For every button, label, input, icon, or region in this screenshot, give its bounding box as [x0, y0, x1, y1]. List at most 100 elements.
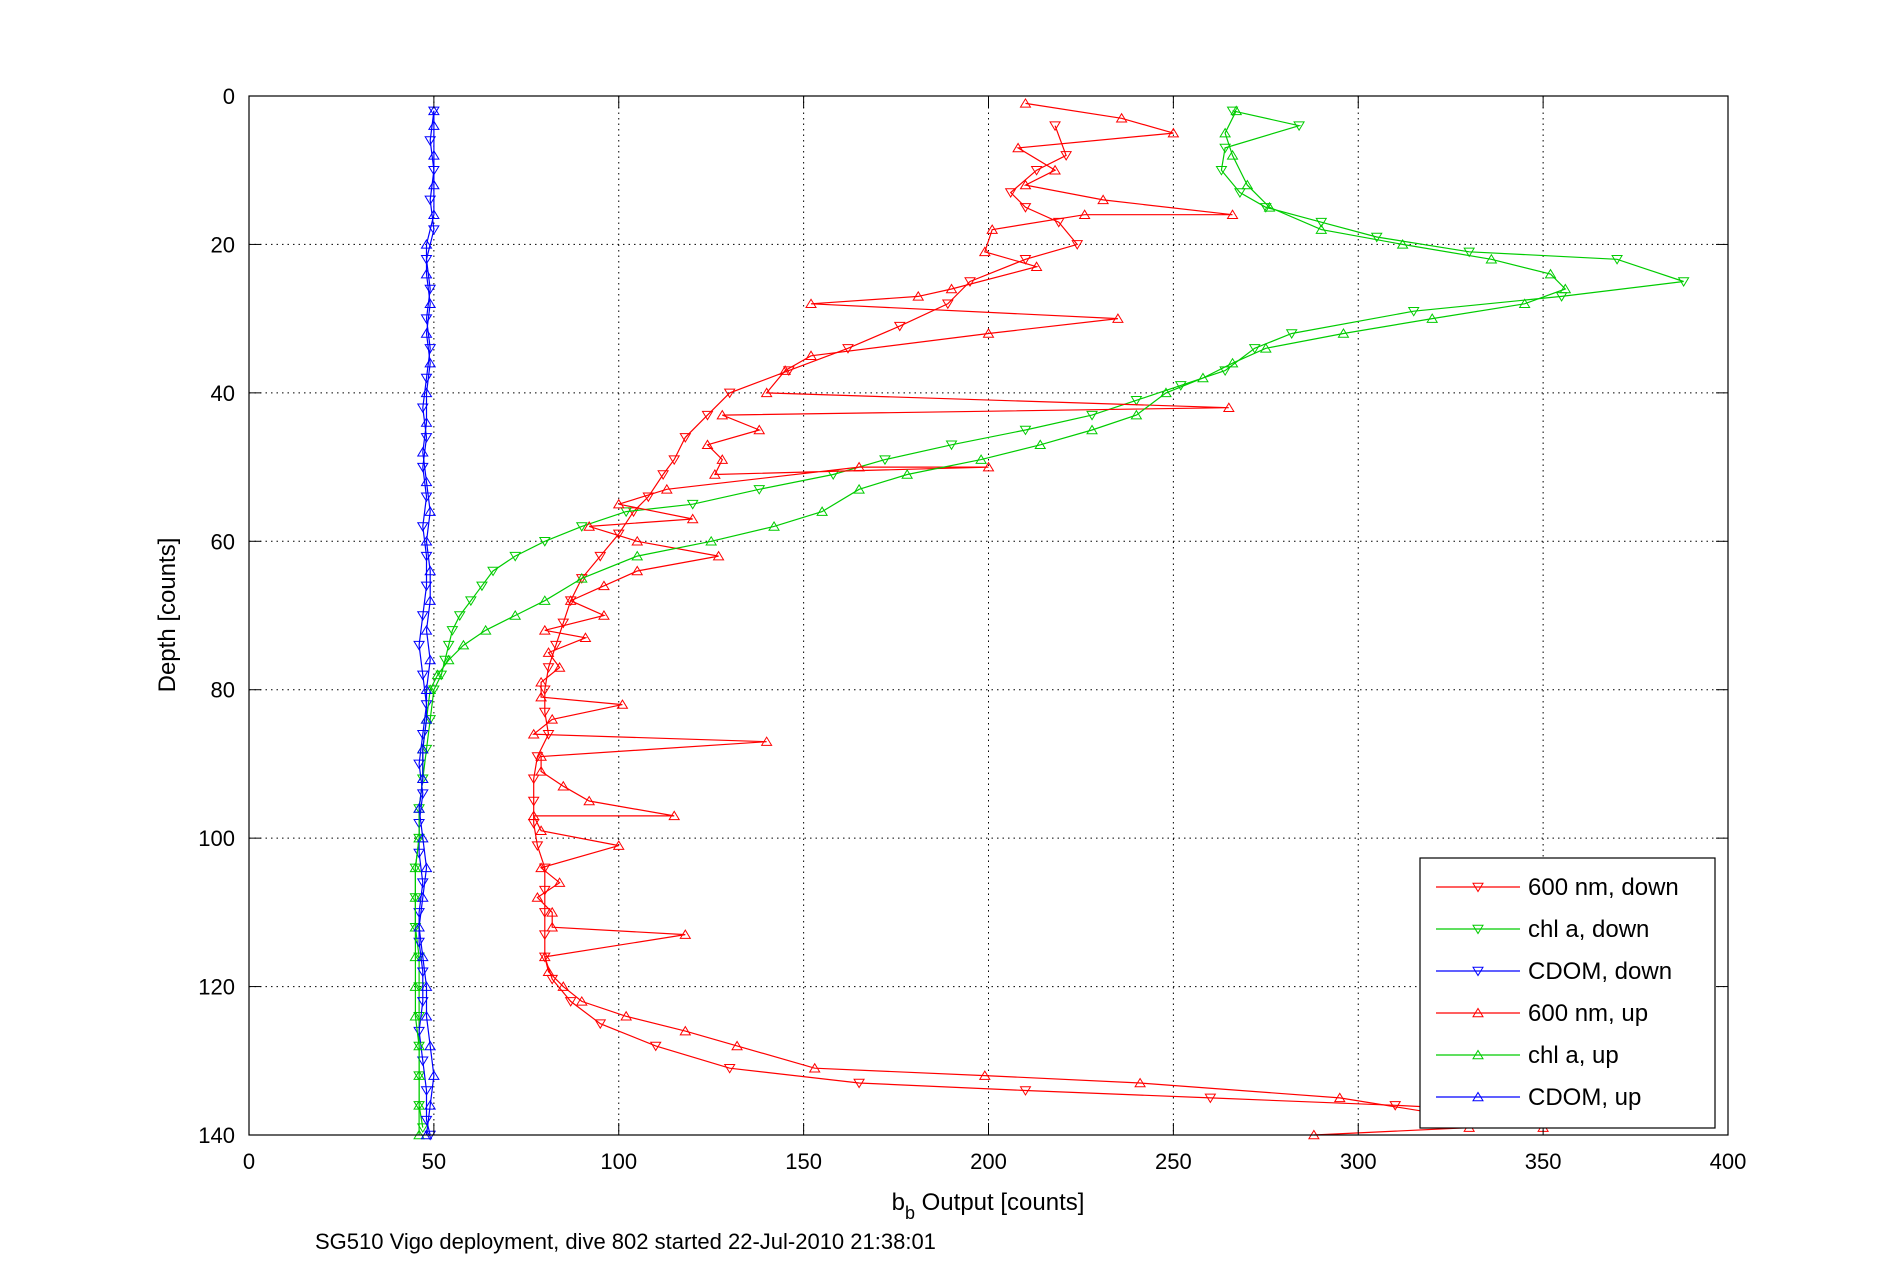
data-point: [435, 670, 448, 681]
data-point: [753, 485, 766, 495]
data-point: [424, 195, 437, 206]
data-point: [424, 284, 437, 295]
data-point: [620, 1010, 633, 1021]
legend-label: CDOM, down: [1528, 958, 1672, 985]
data-point: [538, 707, 551, 718]
y-tick-label: 60: [211, 529, 235, 554]
legend-marker: [1472, 882, 1484, 893]
data-point: [1078, 209, 1091, 219]
data-point: [409, 981, 422, 991]
data-point: [538, 951, 551, 962]
data-point: [564, 595, 577, 605]
x-tick-label: 200: [970, 1149, 1007, 1174]
data-point: [413, 640, 425, 651]
data-point: [420, 981, 433, 991]
data-point: [420, 713, 433, 724]
data-point: [1086, 410, 1098, 421]
data-point: [535, 751, 547, 761]
data-point: [409, 892, 422, 902]
data-point: [1485, 253, 1498, 264]
data-point: [416, 446, 429, 457]
data-point: [416, 997, 429, 1007]
legend-marker: [1472, 1091, 1484, 1102]
data-point: [1115, 112, 1128, 123]
data-point: [413, 759, 425, 770]
data-point: [612, 498, 625, 509]
data-point: [553, 877, 566, 887]
data-point: [535, 676, 547, 687]
data-point: [716, 454, 729, 464]
legend-entry: 600 nm, down: [1436, 874, 1679, 901]
data-point: [531, 752, 544, 762]
data-point: [816, 506, 828, 516]
data-point: [805, 298, 817, 309]
data-point: [416, 951, 429, 962]
data-point: [420, 535, 433, 546]
data-point: [1259, 342, 1272, 353]
data-point: [978, 1070, 991, 1080]
data-point: [420, 238, 433, 249]
data-point: [808, 1062, 821, 1073]
chart-caption: SG510 Vigo deployment, dive 802 started …: [315, 1229, 936, 1254]
data-point: [1544, 268, 1557, 279]
data-point: [1160, 387, 1172, 398]
data-point: [583, 795, 596, 806]
data-point: [1219, 127, 1232, 138]
data-point: [598, 610, 610, 620]
data-point: [753, 424, 766, 435]
data-point: [546, 921, 559, 932]
data-point: [712, 550, 725, 561]
y-tick-label: 100: [198, 826, 235, 851]
data-point: [464, 596, 477, 607]
data-point: [1315, 224, 1328, 234]
data-point: [420, 314, 433, 325]
data-point: [612, 840, 625, 850]
data-point: [760, 387, 773, 398]
data-point: [1226, 357, 1239, 368]
legend-entry: CDOM, down: [1436, 958, 1672, 985]
data-point: [1219, 143, 1232, 154]
data-point: [420, 268, 433, 279]
data-point: [416, 773, 429, 784]
legend-marker: [1472, 924, 1484, 935]
data-point: [424, 1099, 437, 1110]
data-point: [893, 321, 906, 332]
data-point: [416, 611, 429, 621]
data-point: [557, 618, 570, 629]
data-point: [616, 699, 629, 709]
data-point: [424, 715, 437, 725]
data-point: [538, 537, 551, 547]
data-point: [424, 565, 437, 576]
data-point: [527, 810, 540, 821]
data-point: [527, 774, 540, 785]
data-point: [679, 433, 692, 443]
legend-label: chl a, down: [1528, 916, 1649, 943]
data-point: [1518, 298, 1531, 309]
data-point: [487, 566, 499, 577]
data-point: [679, 1025, 692, 1036]
x-tick-label: 0: [243, 1149, 255, 1174]
data-point: [557, 780, 570, 791]
data-point: [413, 848, 425, 859]
data-point: [1012, 142, 1024, 153]
data-point: [1293, 121, 1305, 132]
data-point: [1197, 372, 1209, 383]
data-point: [535, 825, 547, 835]
data-point: [701, 410, 714, 421]
data-point: [416, 1123, 429, 1134]
data-point: [538, 930, 551, 941]
x-tick-label: 350: [1525, 1149, 1562, 1174]
data-point: [416, 403, 429, 414]
data-point: [679, 929, 692, 939]
data-point: [1019, 203, 1032, 213]
data-point: [546, 713, 559, 724]
data-point: [420, 581, 433, 592]
data-point: [413, 1099, 425, 1110]
legend-label: 600 nm, up: [1528, 1000, 1648, 1027]
data-point: [1019, 179, 1032, 190]
data-point: [479, 624, 492, 635]
data-point: [535, 862, 547, 873]
data-point: [982, 328, 995, 338]
y-axis-label: Depth [counts]: [154, 538, 181, 693]
data-point: [424, 654, 437, 665]
